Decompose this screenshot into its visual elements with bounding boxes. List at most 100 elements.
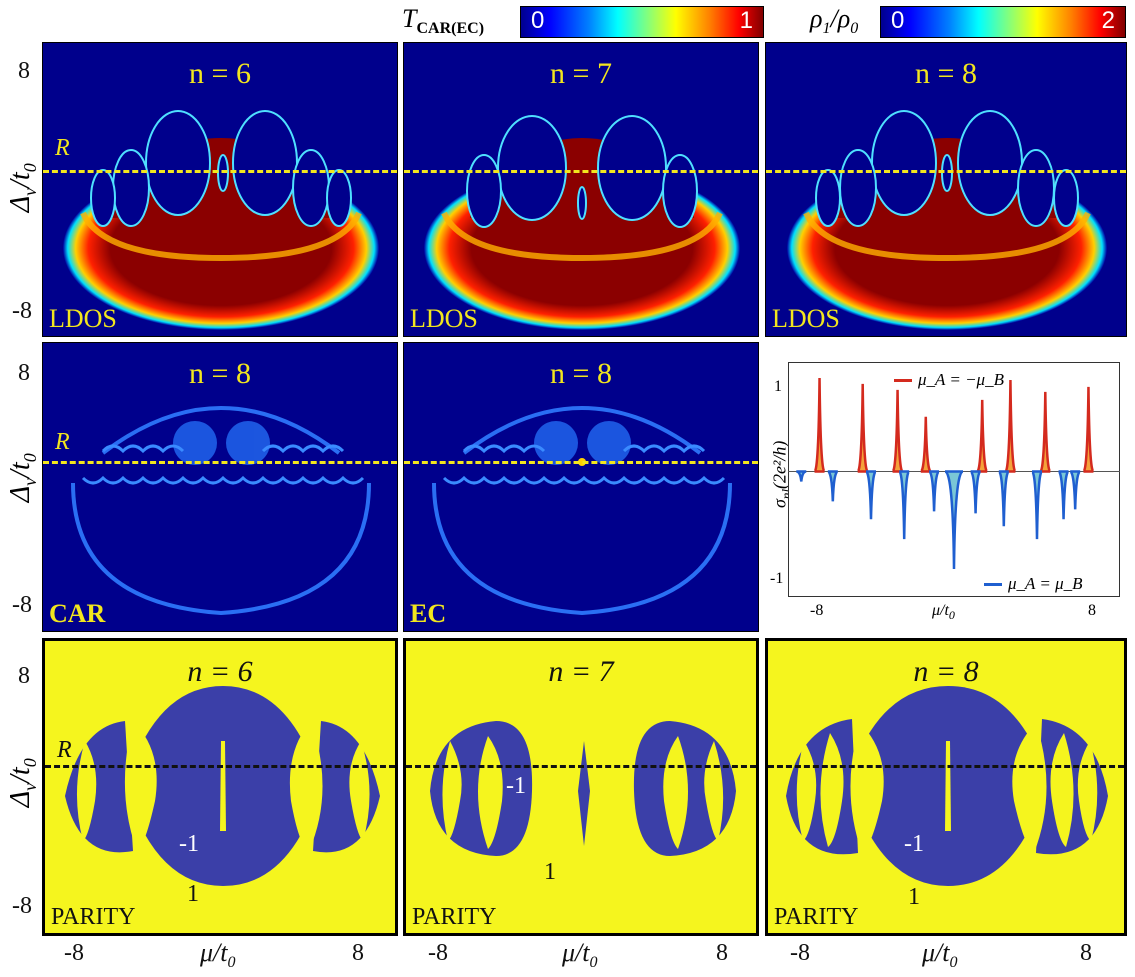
xtick-8-col2: 8 (716, 940, 728, 966)
colorbar-right: 0 2 (880, 6, 1126, 38)
r-dashed-line (43, 170, 397, 173)
parity-corner-label: PARITY (412, 904, 497, 930)
colorbar-left-label: TCAR(EC) (402, 4, 485, 38)
r-dashed-line (766, 170, 1126, 173)
peak-top (1039, 391, 1052, 473)
parity-n8-title: n = 8 (913, 655, 979, 688)
xtick-neg8-col1: -8 (64, 940, 84, 966)
r-dashed-line (406, 765, 756, 768)
conductance-plot: σnl(2e²/h) 1 -1 -8 8 μ/t0 μ_A = −μ_B μ_A… (766, 352, 1128, 637)
colorbar-right-max: 2 (1101, 7, 1115, 34)
xtick-8-col3: 8 (1080, 940, 1092, 966)
parity-corner-label: PARITY (774, 904, 859, 930)
peak-top (1082, 386, 1095, 473)
ylabel-row2: Δv/t0 (5, 453, 40, 503)
ytick-neg8-row1: -8 (12, 298, 32, 324)
ytick-neg8-row3: -8 (12, 893, 32, 919)
peak-top (813, 377, 826, 473)
parity-map-n6 (65, 686, 380, 886)
ldos-n6-title: n = 6 (189, 57, 251, 90)
peak-top (856, 383, 869, 473)
legend-bottom-label: μ_A = μ_B (1008, 574, 1083, 593)
legend-top: μ_A = −μ_B (894, 370, 1004, 390)
parity-panel-n8: n = 8 -1 1 PARITY (765, 638, 1127, 936)
ytick-neg8-row2: -8 (12, 592, 32, 618)
ldos-corner-label: LDOS (49, 304, 117, 333)
cond-ytick-1: 1 (774, 378, 782, 395)
colorbar-right-label: ρ1/ρ0 (810, 4, 859, 38)
xlabel-col1: μ/t0 (200, 938, 236, 972)
ldos-panel-n7: n = 7 LDOS (403, 42, 759, 337)
peak-bottom (928, 470, 940, 512)
r-dashed-line (768, 765, 1124, 768)
ytick-8-row2: 8 (18, 360, 30, 386)
xtick-neg8-col2: -8 (428, 940, 448, 966)
peak-bottom (969, 470, 982, 514)
cond-ytick-neg1: -1 (770, 570, 784, 587)
parity-corner-label: PARITY (51, 904, 136, 930)
car-panel: n = 8 R CAR (42, 342, 398, 632)
cond-xtick-neg8: -8 (810, 602, 824, 619)
r-dashed-line (43, 461, 397, 464)
peak-bottom (1057, 470, 1070, 520)
ec-map (432, 406, 732, 616)
parity-plus-label: 1 (187, 881, 199, 907)
xtick-8-col1: 8 (352, 940, 364, 966)
parity-n6-title: n = 6 (187, 655, 253, 688)
ldos-n8-title: n = 8 (915, 57, 977, 90)
peak-bottom (864, 470, 878, 520)
ldos-map-n8 (787, 110, 1107, 330)
xtick-neg8-col3: -8 (790, 940, 810, 966)
legend-top-swatch (894, 378, 912, 382)
ldos-map-n7 (424, 115, 740, 330)
peak-bottom (796, 470, 807, 482)
ldos-corner-label: LDOS (772, 304, 840, 333)
ytick-8-row1: 8 (18, 58, 30, 84)
colorbar-left-min: 0 (531, 7, 545, 34)
ldos-panel-n6: n = 6 R LDOS (42, 42, 398, 337)
ec-panel: n = 8 EC (403, 342, 759, 632)
car-corner-label: CAR (49, 599, 106, 628)
ylabel-row3: Δv/t0 (5, 758, 40, 808)
peak-bottom (1069, 470, 1081, 510)
r-label: R (55, 429, 70, 455)
parity-minus-label: -1 (506, 773, 526, 799)
colorbar-left: 0 1 (520, 6, 764, 38)
parity-panel-n7: n = 7 -1 1 PARITY (403, 638, 759, 936)
r-dashed-line (45, 765, 395, 768)
parity-plus-label: 1 (544, 859, 556, 885)
peak-top (891, 389, 904, 473)
conductance-axes (788, 362, 1120, 597)
ec-title: n = 8 (550, 357, 612, 390)
parity-panel-n6: n = 6 R -1 1 PARITY (42, 638, 398, 936)
car-map (71, 406, 371, 616)
ldos-map-n6 (63, 110, 379, 330)
cond-xlabel: μ/t0 (932, 602, 955, 623)
parity-n7-title: n = 7 (548, 655, 614, 688)
legend-top-label: μ_A = −μ_B (918, 370, 1004, 389)
parity-minus-label: -1 (904, 831, 924, 857)
r-dashed-line (404, 170, 758, 173)
peak-top (975, 399, 989, 473)
cond-xtick-8: 8 (1088, 602, 1096, 619)
r-label: R (55, 135, 70, 161)
ldos-panel-n8: n = 8 LDOS (765, 42, 1127, 337)
peak-bottom (944, 470, 964, 570)
ldos-corner-label: LDOS (410, 304, 478, 333)
legend-bottom: μ_A = μ_B (984, 574, 1083, 594)
peak-top (1004, 379, 1017, 473)
legend-bottom-swatch (984, 582, 1002, 586)
parity-plus-label: 1 (908, 884, 920, 910)
ytick-8-row3: 8 (18, 663, 30, 689)
peak-top (919, 416, 933, 473)
peak-bottom (827, 470, 839, 502)
xlabel-col2: μ/t0 (562, 938, 598, 972)
ldos-n7-title: n = 7 (550, 57, 612, 90)
colorbar-right-min: 0 (891, 7, 905, 34)
parity-minus-label: -1 (179, 831, 199, 857)
peak-bottom (997, 470, 1011, 527)
r-label: R (57, 737, 72, 763)
xlabel-col3: μ/t0 (922, 938, 958, 972)
ec-corner-label: EC (410, 599, 447, 628)
ylabel-row1: Δv/t0 (5, 163, 40, 213)
